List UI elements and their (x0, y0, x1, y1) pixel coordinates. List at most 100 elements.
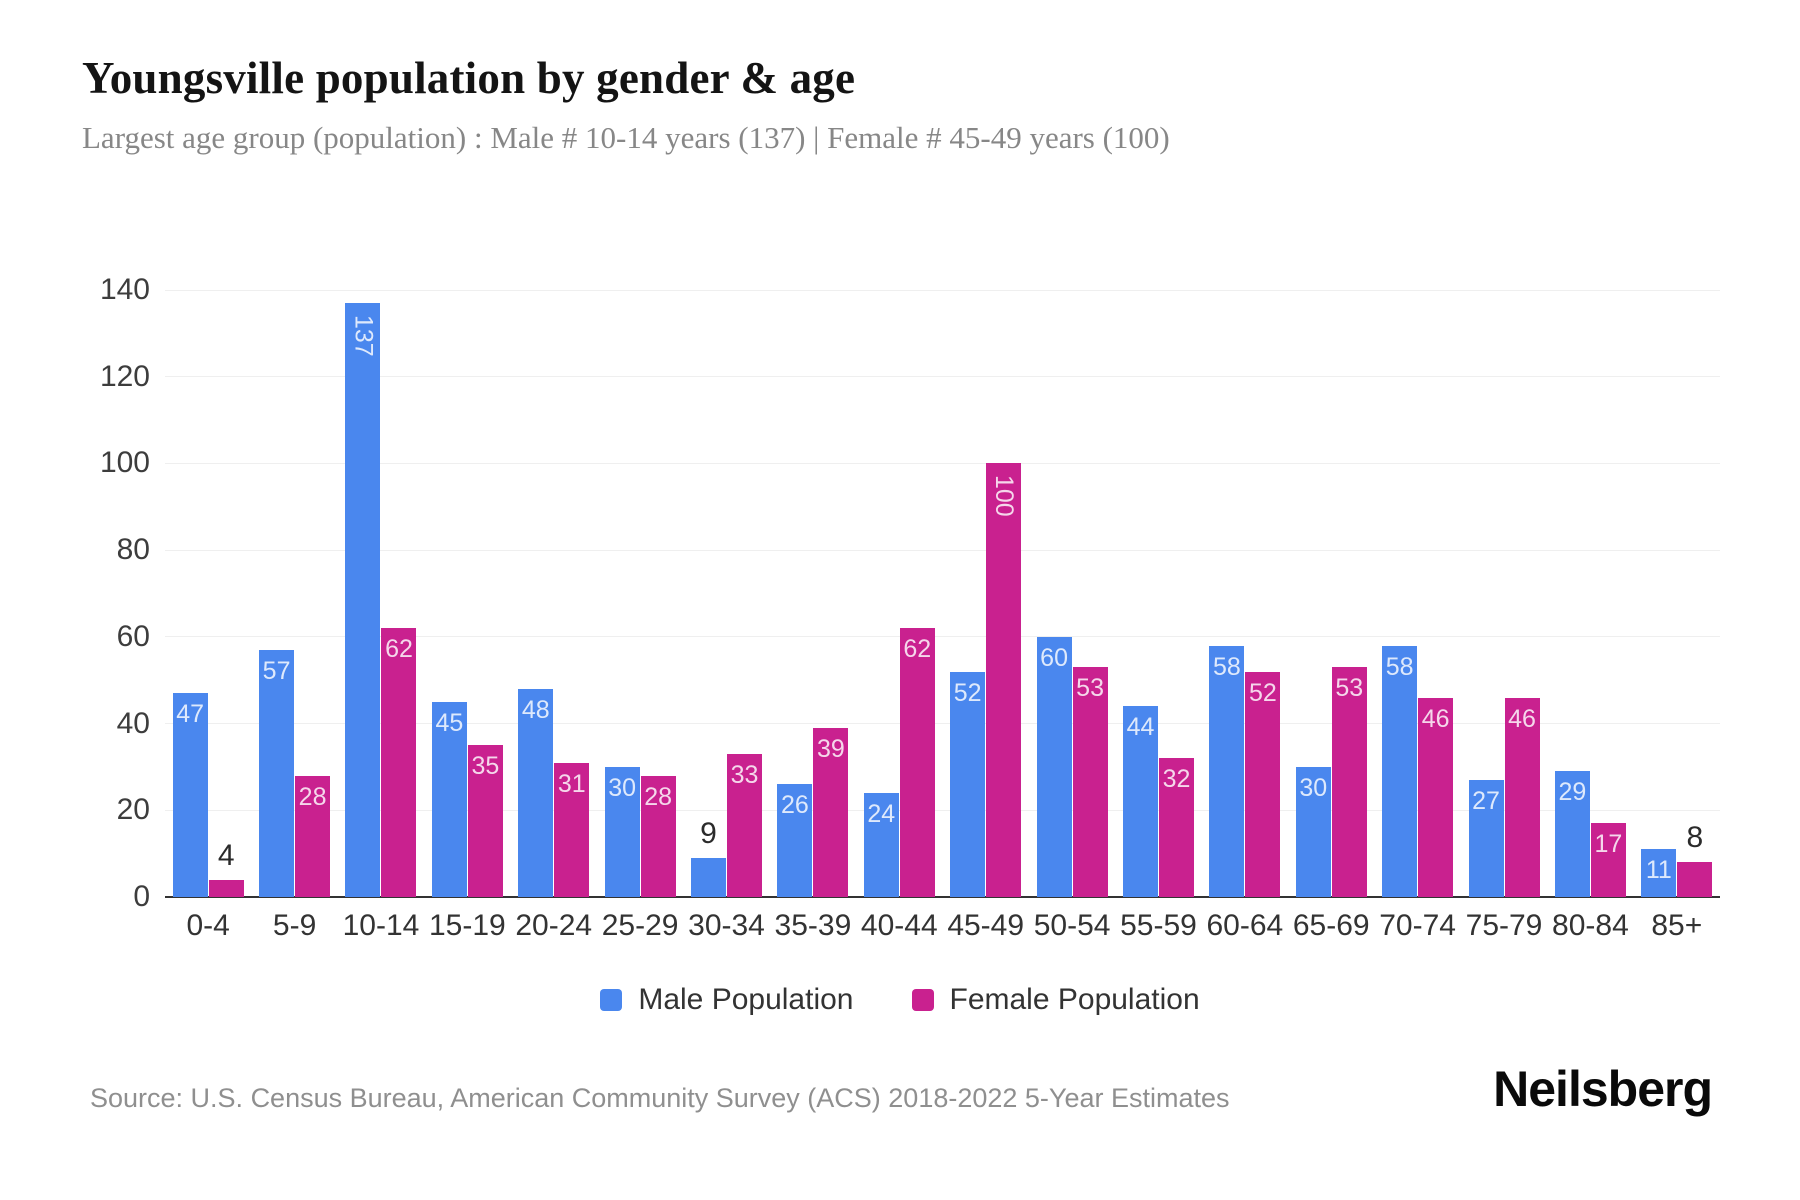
y-axis-tick-label: 0 (133, 880, 150, 913)
gridline (165, 462, 1720, 464)
x-axis-category-label: 0-4 (186, 909, 230, 942)
x-axis-category-label: 15-19 (428, 909, 506, 942)
bar-value-label: 52 (953, 678, 982, 707)
bar-female-10-14 (381, 628, 417, 897)
bar-male-50-54 (1036, 636, 1072, 897)
bar-value-label: 44 (1126, 713, 1155, 742)
bar-female-20-24 (554, 762, 590, 897)
bar-male-80-84 (1554, 771, 1590, 897)
bar-value-label: 9 (700, 816, 717, 850)
x-axis-category-label: 75-79 (1465, 909, 1543, 942)
bar-value-label: 52 (1248, 678, 1277, 707)
bar-value-label: 26 (781, 791, 809, 820)
bar-value-label: 58 (1212, 652, 1241, 681)
x-axis-category-label: 40-44 (860, 909, 938, 942)
bar-male-75-79 (1468, 779, 1504, 897)
bar-female-70-74 (1418, 697, 1454, 897)
bar-male-25-29 (604, 766, 640, 897)
page-title: Youngsville population by gender & age (82, 53, 856, 103)
x-axis-category-label: 80-84 (1552, 909, 1629, 942)
y-axis-tick-label: 40 (116, 706, 150, 740)
bar-female-35-39 (813, 727, 849, 897)
y-axis-tick-label: 60 (116, 619, 150, 653)
bar-value-label: 24 (867, 799, 896, 828)
bar-female-15-19 (467, 745, 503, 897)
x-axis-category-label: 5-9 (272, 909, 317, 942)
y-axis-tick-label: 80 (116, 533, 150, 567)
bar-value-label: 47 (176, 700, 205, 729)
neilsberg-logo: Neilsberg (1493, 1061, 1713, 1117)
bar-male-40-44 (863, 792, 899, 897)
legend-label-male: Male Population (638, 983, 854, 1016)
bar-male-0-4 (172, 693, 208, 897)
bar-female-40-44 (899, 628, 935, 897)
bar-male-15-19 (431, 701, 467, 897)
x-axis-category-label: 45-49 (947, 909, 1025, 942)
x-axis-category-label: 65-69 (1292, 909, 1370, 942)
gridline (165, 289, 1720, 291)
bar-value-label: 17 (1594, 830, 1623, 859)
gridline (165, 636, 1720, 638)
bar-female-45-49 (986, 463, 1022, 897)
x-axis-category-label: 50-54 (1033, 909, 1111, 942)
bar-value-label: 62 (903, 635, 932, 664)
bar-male-10-14 (345, 303, 381, 897)
bar-value-label: 53 (1335, 674, 1364, 703)
bar-value-label: 30 (1299, 773, 1328, 802)
bar-male-45-49 (950, 671, 986, 897)
x-axis-category-label: 60-64 (1206, 909, 1284, 942)
x-axis-category-label: 85+ (1651, 909, 1703, 942)
x-axis-category-label: 25-29 (601, 909, 679, 942)
bar-male-65-69 (1295, 766, 1331, 897)
legend-swatch-female-icon (911, 989, 934, 1011)
y-axis-tick-label: 140 (99, 273, 150, 306)
bar-male-85+ (1641, 849, 1677, 897)
bar-male-55-59 (1122, 706, 1158, 897)
gridline (165, 549, 1720, 551)
bar-value-label: 57 (262, 656, 291, 685)
bar-value-label: 28 (644, 782, 673, 811)
legend-item-female[interactable]: Female Population (911, 983, 1200, 1017)
y-axis-tick-label: 120 (99, 359, 150, 393)
bar-value-label: 27 (1472, 786, 1500, 815)
legend-item-male[interactable]: Male Population (600, 983, 854, 1017)
bar-female-30-34 (727, 753, 763, 897)
bar-female-85+ (1677, 862, 1713, 897)
bar-value-label: 11 (1645, 856, 1672, 885)
bar-female-60-64 (1245, 671, 1281, 897)
bar-value-label: 29 (1558, 778, 1587, 807)
bar-female-25-29 (640, 775, 676, 897)
bar-value-label: 32 (1162, 765, 1191, 794)
bar-male-20-24 (518, 688, 554, 897)
bar-value-label: 53 (1076, 674, 1104, 703)
gridline (165, 376, 1720, 378)
legend: Male Population Female Population (0, 983, 1800, 1017)
bar-female-5-9 (295, 775, 331, 897)
gridline (165, 723, 1720, 725)
x-axis-category-label: 70-74 (1379, 909, 1456, 942)
bar-value-label: 46 (1508, 704, 1536, 733)
bar-value-label: 39 (817, 734, 845, 763)
x-axis-category-label: 20-24 (515, 909, 593, 942)
bar-value-label: 28 (298, 782, 327, 811)
bar-female-80-84 (1590, 823, 1626, 897)
bar-value-label: 35 (471, 752, 500, 781)
bar-value-label: 33 (730, 760, 759, 789)
bar-female-0-4 (208, 879, 244, 897)
bar-value-label: 46 (1421, 704, 1450, 733)
gridline (165, 809, 1720, 811)
bar-value-label: 48 (521, 695, 550, 724)
bar-value-label: 8 (1686, 821, 1704, 855)
bar-female-65-69 (1331, 667, 1367, 897)
bar-female-50-54 (1072, 667, 1108, 897)
bar-female-55-59 (1158, 758, 1194, 897)
y-axis-tick-label: 20 (116, 793, 150, 827)
bar-male-35-39 (777, 784, 813, 897)
x-axis-category-label: 55-59 (1120, 909, 1197, 942)
legend-swatch-male-icon (600, 989, 623, 1011)
bar-value-label: 60 (1040, 643, 1068, 672)
legend-label-female: Female Population (949, 983, 1200, 1016)
bar-value-label: 62 (385, 635, 413, 664)
